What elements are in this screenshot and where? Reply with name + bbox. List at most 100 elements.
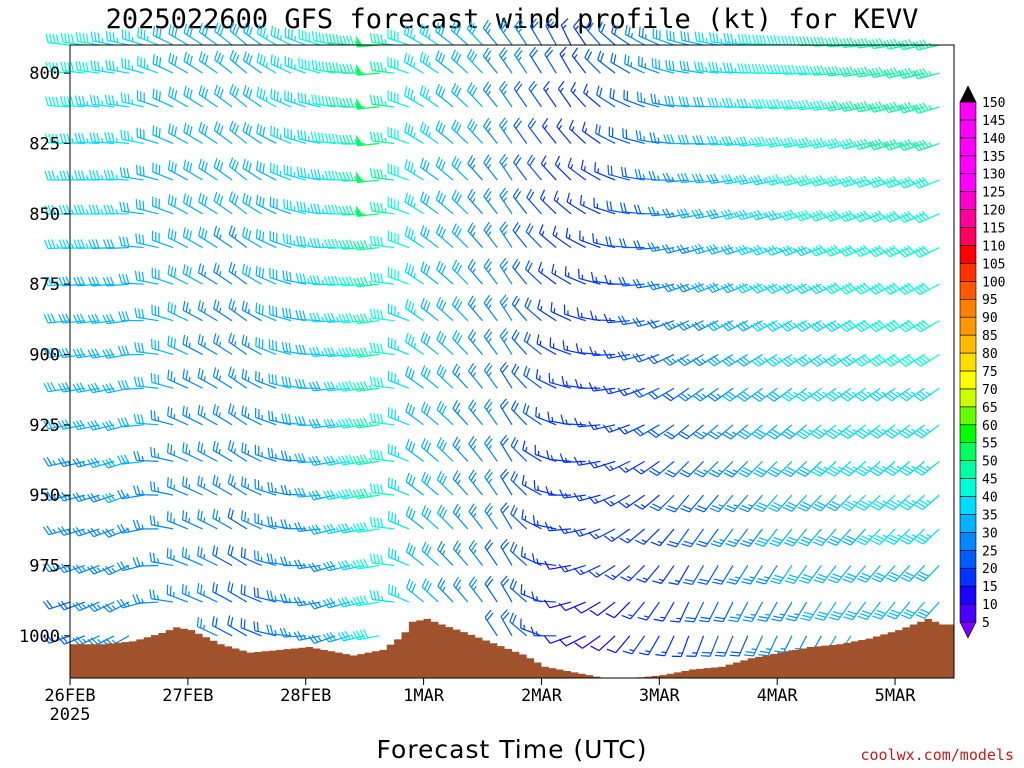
- wind-barb: [227, 507, 248, 530]
- x-year-label: 2025: [50, 705, 91, 725]
- wind-barb: [419, 23, 439, 46]
- wind-barb: [101, 457, 130, 469]
- wind-barb: [387, 370, 410, 389]
- wind-barb: [325, 33, 350, 46]
- wind-barb: [42, 599, 71, 610]
- wind-barb: [588, 494, 616, 505]
- wind-barb: [839, 387, 866, 402]
- wind-barb: [522, 440, 542, 462]
- wind-barb: [420, 191, 439, 215]
- wind-barb: [132, 556, 159, 567]
- wind-barb: [323, 418, 351, 429]
- colorbar-label: 120: [982, 204, 1005, 219]
- wind-barb: [256, 86, 277, 108]
- x-tick-label: 4MAR: [757, 686, 799, 706]
- wind-barb: [483, 188, 498, 215]
- wind-barb: [543, 80, 557, 108]
- wind-barb: [524, 260, 542, 285]
- wind-barb: [509, 578, 528, 603]
- wind-barb: [255, 265, 277, 285]
- wind-barb: [579, 230, 601, 249]
- wind-barb: [885, 528, 911, 545]
- wind-barb: [588, 382, 616, 392]
- wind-barb: [565, 227, 586, 249]
- wind-barb: [136, 164, 159, 181]
- wind-barb: [696, 528, 719, 548]
- wind-barb: [212, 333, 233, 355]
- wind-barb: [824, 100, 851, 112]
- colorbar-segment: [959, 585, 977, 605]
- wind-barb: [771, 601, 793, 622]
- wind-barb: [540, 155, 557, 181]
- wind-barb: [387, 126, 410, 145]
- colorbar-segment: [959, 155, 977, 175]
- wind-barb: [135, 199, 159, 215]
- colorbar-label: 115: [982, 222, 1005, 237]
- wind-barb: [782, 460, 808, 478]
- wind-barb: [694, 494, 719, 513]
- wind-barb: [781, 424, 808, 440]
- wind-barb: [750, 209, 778, 221]
- wind-barb: [437, 541, 454, 566]
- wind-barb: [435, 156, 454, 181]
- wind-barb: [662, 208, 689, 219]
- wind-barb: [765, 353, 793, 367]
- wind-barb: [369, 483, 395, 496]
- wind-barb: [677, 353, 704, 367]
- wind-barb: [810, 424, 837, 440]
- wind-barb: [828, 601, 852, 621]
- wind-barb: [338, 346, 365, 358]
- wind-barb: [151, 230, 174, 249]
- wind-barb: [436, 400, 454, 426]
- wind-barb: [766, 424, 793, 440]
- wind-barb: [280, 484, 306, 496]
- wind-barb: [528, 80, 542, 108]
- wind-barb: [826, 494, 852, 512]
- wind-barb: [798, 528, 822, 547]
- wind-barb: [827, 528, 852, 546]
- wind-barb: [72, 348, 100, 359]
- wind-barb: [308, 562, 336, 573]
- wind-barb: [338, 380, 365, 392]
- wind-barb: [211, 616, 233, 637]
- wind-barb: [500, 468, 513, 496]
- wind-barb: [914, 528, 940, 545]
- wind-barb: [298, 29, 321, 46]
- wind-barb: [664, 95, 689, 108]
- wind-barb: [752, 34, 778, 46]
- wind-barb: [509, 541, 528, 566]
- wind-barb: [825, 424, 852, 440]
- wind-barb: [706, 173, 734, 184]
- terrain-fill: [70, 618, 954, 678]
- wind-barb: [167, 369, 189, 389]
- wind-barb: [914, 494, 940, 511]
- wind-barb: [451, 259, 469, 285]
- wind-barb: [544, 560, 572, 570]
- wind-barb: [573, 456, 601, 466]
- colorbar-segment: [959, 137, 977, 157]
- wind-barb: [571, 47, 587, 74]
- wind-barb: [514, 18, 528, 46]
- wind-barb: [662, 172, 689, 183]
- wind-barb: [405, 366, 424, 389]
- wind-barb: [166, 547, 189, 567]
- wind-barb: [499, 328, 513, 355]
- wind-barb: [527, 117, 542, 144]
- wind-barb: [823, 137, 852, 150]
- wind-barb: [229, 83, 248, 108]
- wind-barb: [899, 460, 925, 476]
- wind-barb: [899, 494, 925, 511]
- wind-barb: [706, 208, 734, 220]
- wind-barb: [513, 117, 528, 144]
- wind-barb: [387, 511, 410, 530]
- wind-barb: [618, 460, 645, 473]
- wind-barb: [369, 590, 395, 603]
- wind-barb: [709, 494, 734, 513]
- wind-barb: [105, 59, 130, 74]
- wind-barb: [255, 228, 277, 249]
- wind-barb: [255, 370, 277, 389]
- wind-barb: [541, 117, 557, 144]
- colorbar-label: 125: [982, 186, 1005, 201]
- wind-barb: [670, 601, 690, 623]
- wind-barb: [337, 596, 365, 608]
